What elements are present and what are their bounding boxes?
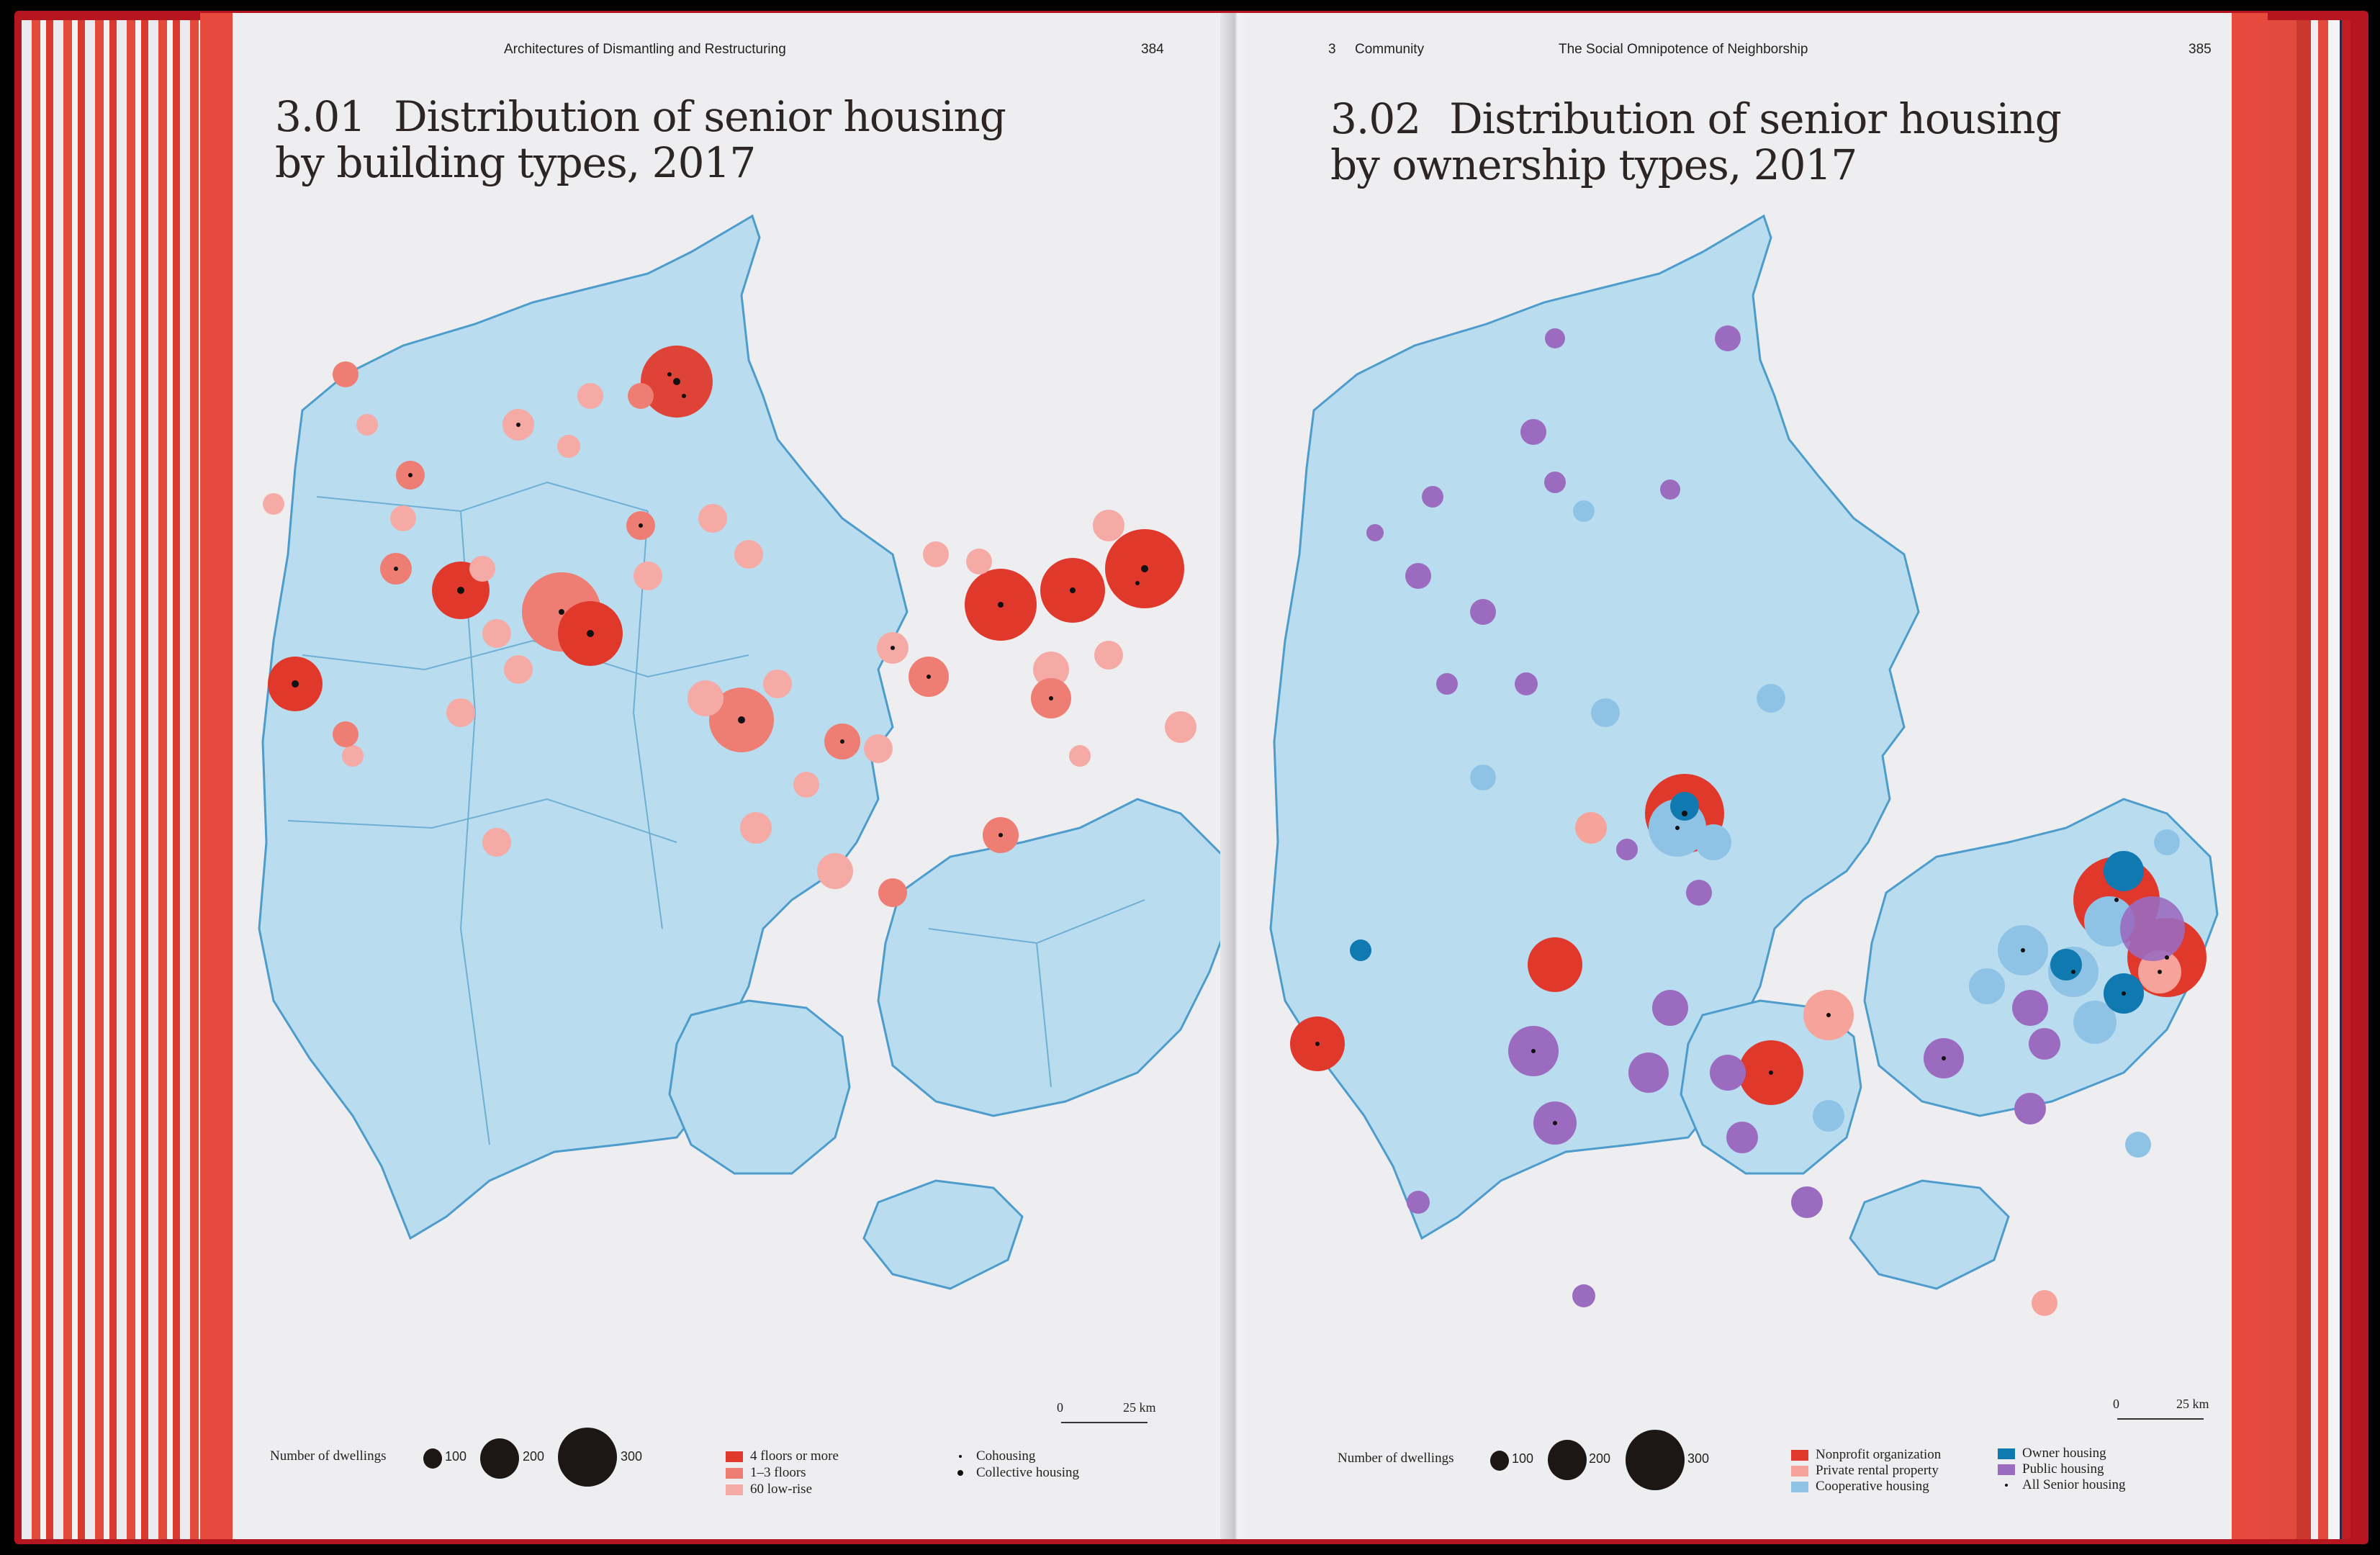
size-value-300: 300 bbox=[621, 1449, 643, 1464]
small-dot-icon bbox=[952, 1455, 969, 1458]
denmark-map-building-types bbox=[258, 214, 1232, 1290]
page-edges-left bbox=[22, 20, 202, 1539]
swatch-icon bbox=[726, 1451, 743, 1462]
legend-item-public-housing: Public housing bbox=[1998, 1461, 2104, 1477]
section-name: Community bbox=[1355, 42, 1425, 57]
page-number-right: 385 bbox=[2189, 42, 2212, 57]
swatch-icon bbox=[1998, 1464, 2015, 1475]
book-gutter bbox=[1220, 13, 1252, 1539]
running-head-left: Architectures of Dismantling and Restruc… bbox=[504, 42, 786, 57]
running-head-right: The Social Omnipotence of Neighborship bbox=[1559, 42, 1808, 57]
size-dot-200 bbox=[480, 1438, 519, 1479]
section-number: 3 bbox=[1328, 42, 1336, 57]
legend-item-nonprofit: Nonprofit organization bbox=[1791, 1447, 1941, 1463]
figure-number: 3.02 bbox=[1330, 94, 1421, 143]
legend-item-cooperative: Cooperative housing bbox=[1791, 1479, 1929, 1495]
figure-number: 3.01 bbox=[275, 92, 366, 141]
legend-item-private-rental: Private rental property bbox=[1791, 1463, 1939, 1479]
swatch-icon bbox=[1791, 1465, 1808, 1477]
size-dot-300 bbox=[558, 1428, 617, 1487]
size-legend-label-left: Number of dwellings bbox=[270, 1448, 387, 1464]
size-value-300: 300 bbox=[1687, 1451, 1710, 1466]
scale-bar-left: 0 25 km bbox=[1057, 1400, 1172, 1429]
size-value-100: 100 bbox=[1512, 1451, 1534, 1466]
page-edges-right bbox=[2268, 20, 2350, 1539]
scale-bar-right: 0 25 km bbox=[2113, 1397, 2228, 1425]
large-dot-icon bbox=[952, 1470, 969, 1476]
figure-title-left: 3.01 Distribution of senior housing by bu… bbox=[275, 92, 1006, 187]
left-page-red-bleed bbox=[200, 13, 233, 1539]
legend-item-cohousing: Cohousing bbox=[952, 1448, 1035, 1464]
size-value-100: 100 bbox=[445, 1449, 467, 1464]
legend-item-collective-housing: Collective housing bbox=[952, 1465, 1079, 1481]
legend-item-low-rise: 60 low-rise bbox=[726, 1482, 812, 1497]
legend-item-4-floors: 4 floors or more bbox=[726, 1448, 839, 1464]
swatch-icon bbox=[1998, 1448, 2015, 1459]
swatch-icon bbox=[1791, 1449, 1808, 1461]
swatch-icon bbox=[726, 1484, 743, 1495]
size-legend-label-right: Number of dwellings bbox=[1338, 1451, 1454, 1466]
size-dot-100 bbox=[1490, 1451, 1509, 1471]
figure-title-right: 3.02 Distribution of senior housing by ow… bbox=[1330, 94, 2062, 189]
denmark-map-ownership-types bbox=[1269, 214, 2219, 1316]
swatch-icon bbox=[726, 1467, 743, 1479]
size-dot-200 bbox=[1548, 1440, 1587, 1480]
size-value-200: 200 bbox=[523, 1449, 545, 1464]
small-dot-icon bbox=[1998, 1484, 2015, 1487]
size-value-200: 200 bbox=[1589, 1451, 1611, 1466]
right-page-red-bleed bbox=[2232, 13, 2268, 1539]
legend-item-all-senior-housing: All Senior housing bbox=[1998, 1477, 2126, 1493]
legend-item-1-3-floors: 1–3 floors bbox=[726, 1465, 806, 1481]
size-dot-300 bbox=[1626, 1430, 1685, 1490]
page-number-left: 384 bbox=[1141, 42, 1164, 57]
size-dot-100 bbox=[423, 1448, 442, 1469]
legend-item-owner-housing: Owner housing bbox=[1998, 1446, 2106, 1461]
swatch-icon bbox=[1791, 1481, 1808, 1492]
